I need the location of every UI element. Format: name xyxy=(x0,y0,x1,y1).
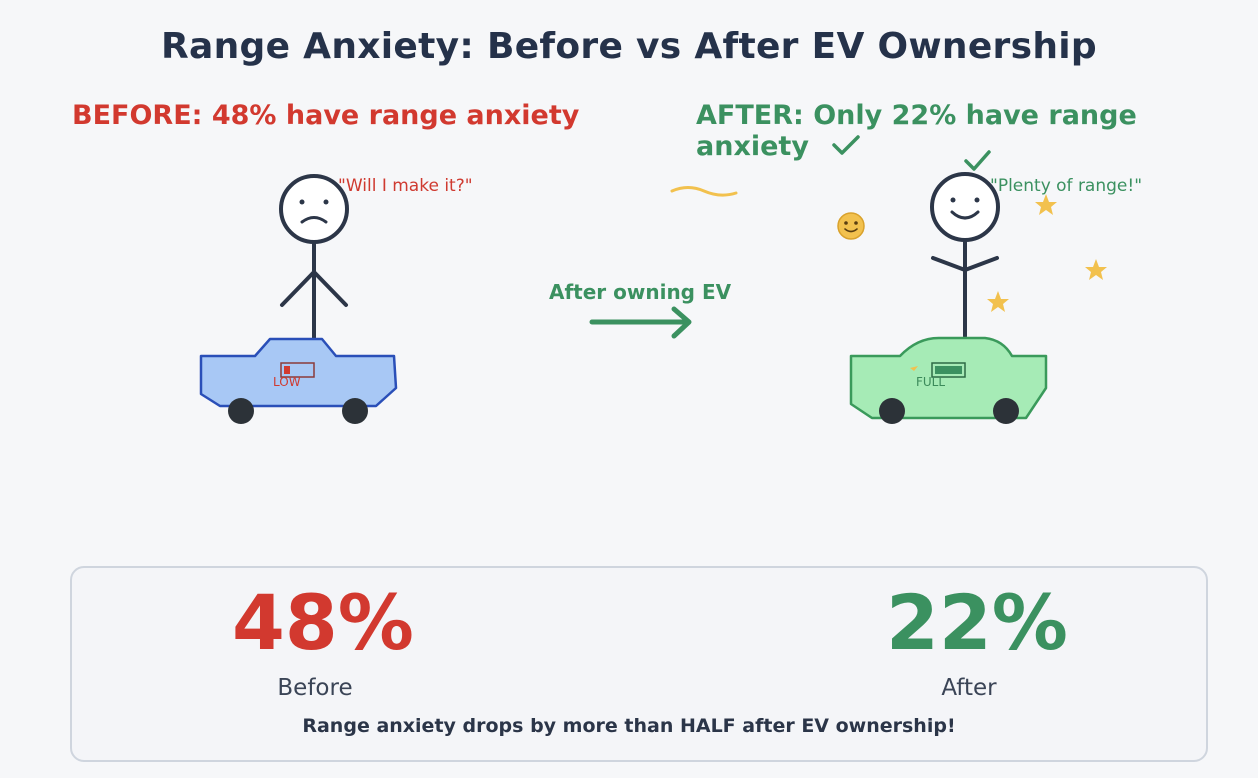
summary-note: Range anxiety drops by more than HALF af… xyxy=(302,715,956,737)
battery-full-label: FULL xyxy=(916,375,946,389)
summary-panel xyxy=(70,566,1208,762)
star-icon xyxy=(1035,194,1057,215)
after-heading: AFTER: Only 22% have range anxiety xyxy=(696,100,1137,162)
before-quote: "Will I make it?" xyxy=(338,176,473,196)
before-percent: 48% xyxy=(232,578,414,667)
checkmark-icon xyxy=(832,135,860,155)
battery-low-indicator xyxy=(280,362,315,378)
battery-low-label: LOW xyxy=(273,375,301,389)
happy-stick-figure xyxy=(930,172,1000,338)
car-full-battery xyxy=(849,336,1048,424)
checkmark-icon xyxy=(964,150,991,171)
sad-stick-figure xyxy=(279,174,349,340)
star-icon xyxy=(1085,259,1107,280)
battery-full-indicator xyxy=(931,362,966,378)
star-icon xyxy=(987,291,1009,312)
page-title: Range Anxiety: Before vs After EV Owners… xyxy=(161,26,1097,67)
after-label: After xyxy=(941,675,997,701)
lightning-icon xyxy=(910,366,918,371)
transition-label: After owning EV xyxy=(549,280,732,304)
after-percent: 22% xyxy=(886,578,1068,667)
before-label: Before xyxy=(277,675,353,701)
smiley-emoji-icon xyxy=(837,212,865,240)
after-quote: "Plenty of range!" xyxy=(990,176,1143,196)
car-low-battery xyxy=(199,337,398,424)
before-heading: BEFORE: 48% have range anxiety xyxy=(72,100,580,131)
arrow-right-icon xyxy=(589,306,692,339)
happy-face-icon xyxy=(930,172,1000,242)
squiggle-decoration-top xyxy=(670,186,738,197)
